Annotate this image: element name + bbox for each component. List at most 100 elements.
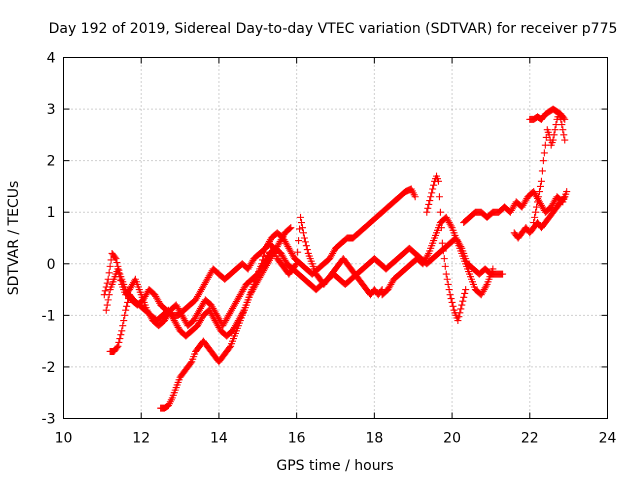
series-arc-g — [460, 188, 571, 227]
data-point — [103, 301, 111, 309]
y-tick-labels: -3 -2 -1 0 1 2 3 4 — [42, 51, 56, 428]
data-point — [560, 131, 568, 139]
series-arc-j — [526, 105, 569, 123]
x-tick-label: 12 — [132, 431, 150, 447]
data-point — [297, 213, 305, 221]
data-point — [117, 331, 125, 339]
series-arc-a — [100, 185, 419, 319]
data-point — [303, 246, 311, 254]
x-tick-label: 22 — [521, 431, 539, 447]
series-arc-c — [157, 213, 386, 412]
data-point — [116, 335, 124, 343]
data-point — [239, 308, 247, 316]
data-point — [425, 200, 433, 208]
data-point — [458, 301, 466, 309]
data-point — [115, 338, 123, 346]
data-point — [534, 198, 542, 206]
data-point — [443, 275, 451, 283]
series-arc-f — [423, 172, 470, 325]
data-point — [449, 302, 457, 310]
data-point — [537, 177, 545, 185]
grid — [63, 57, 608, 419]
data-point — [561, 136, 569, 144]
data-point — [295, 237, 303, 245]
data-point — [101, 287, 109, 295]
data-point — [114, 342, 122, 350]
data-point — [259, 256, 267, 264]
data-point — [558, 121, 566, 129]
y-tick-label: 2 — [47, 154, 56, 170]
data-point — [455, 313, 463, 321]
y-tick-label: -1 — [42, 308, 56, 324]
data-point — [461, 289, 469, 297]
data-point — [111, 253, 119, 261]
data-point — [559, 126, 567, 134]
data-point — [121, 311, 129, 319]
data-point — [499, 270, 507, 278]
data-point — [459, 297, 467, 305]
x-axis-label: GPS time / hours — [276, 458, 393, 474]
data-point — [119, 322, 127, 330]
data-point — [440, 255, 448, 263]
data-point — [104, 296, 112, 304]
data-point — [106, 262, 114, 270]
data-point — [301, 238, 309, 246]
data-point — [105, 291, 113, 299]
data-point — [532, 208, 540, 216]
data-point — [530, 219, 538, 227]
x-tick-label: 14 — [210, 431, 228, 447]
data-point — [531, 213, 539, 221]
data-point — [426, 197, 434, 205]
data-point — [561, 115, 569, 123]
data-point — [447, 222, 455, 230]
data-point — [293, 260, 301, 268]
x-tick-label: 24 — [599, 431, 617, 447]
data-point — [536, 188, 543, 196]
data-point — [423, 208, 431, 216]
data-point — [561, 193, 569, 201]
series-arc-d — [106, 224, 295, 355]
data-point — [296, 225, 304, 233]
data-point — [442, 270, 450, 278]
x-tick-labels: 10 12 14 16 18 20 22 24 — [55, 431, 617, 447]
data-point — [113, 258, 121, 266]
data-point — [302, 242, 310, 250]
data-point — [411, 193, 419, 201]
data-point — [435, 193, 443, 201]
data-point — [551, 126, 559, 134]
data-point — [120, 317, 128, 325]
data-point — [563, 188, 571, 196]
data-point — [535, 193, 543, 201]
axis-ticks — [63, 57, 608, 419]
series-arc-h — [510, 193, 569, 242]
data-point — [456, 309, 464, 317]
data-point — [430, 181, 438, 189]
data-point — [434, 177, 442, 185]
data-point — [260, 252, 268, 260]
data-point — [462, 286, 470, 294]
data-point — [261, 248, 269, 256]
data-point — [447, 295, 455, 303]
data-point — [428, 189, 436, 197]
data-point — [549, 136, 557, 144]
y-axis-label: SDTVAR / TECUs — [6, 181, 22, 296]
data-point — [448, 298, 456, 306]
data-point — [299, 229, 307, 237]
data-point — [436, 208, 444, 216]
data-point — [118, 327, 126, 335]
data-marks — [100, 105, 571, 412]
data-point — [437, 224, 445, 232]
y-tick-label: -2 — [42, 360, 56, 376]
data-point — [116, 273, 124, 281]
x-tick-label: 16 — [288, 431, 306, 447]
data-point — [298, 224, 306, 232]
data-point — [539, 157, 547, 165]
chart-title: Day 192 of 2019, Sidereal Day-to-day VTE… — [49, 21, 618, 37]
series-arc-b — [102, 234, 507, 330]
data-point — [117, 277, 125, 285]
data-point — [226, 344, 234, 352]
data-point — [536, 182, 544, 190]
series-arc-e — [378, 213, 497, 299]
data-point — [540, 149, 548, 157]
